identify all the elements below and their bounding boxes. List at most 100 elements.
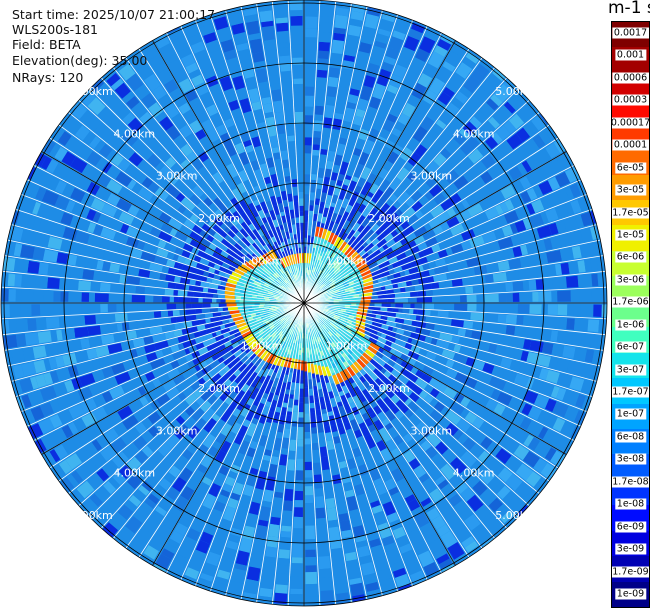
ppi-cell: [152, 279, 162, 288]
ppi-cell: [258, 330, 264, 335]
ppi-cell: [50, 126, 65, 142]
ppi-cell: [149, 194, 159, 205]
ppi-cell: [360, 166, 372, 180]
ppi-cell: [309, 402, 315, 409]
ppi-cell: [251, 136, 261, 148]
ppi-cell: [286, 411, 292, 417]
ppi-cell: [384, 260, 391, 266]
ppi-cell: [154, 187, 165, 197]
ppi-cell: [267, 124, 277, 137]
ppi-cell: [506, 133, 523, 150]
ppi-cell: [305, 518, 315, 526]
ppi-cell: [290, 15, 303, 26]
ppi-cell: [580, 304, 588, 317]
ppi-cell: [407, 401, 420, 413]
ppi-cell: [64, 136, 83, 154]
ppi-cell: [173, 296, 179, 303]
ppi-cell: [125, 330, 137, 340]
ppi-cell: [224, 142, 237, 157]
ppi-cell: [538, 130, 551, 145]
ppi-cell: [391, 244, 398, 251]
ppi-cell: [374, 303, 382, 307]
ppi-cell: [440, 160, 455, 174]
ppi-cell: [35, 317, 47, 330]
colorbar-tick-label: 1.7e-07: [612, 386, 649, 398]
ppi-cell: [409, 314, 417, 321]
ppi-cell: [403, 450, 416, 463]
colorbar-tick-label: 1.7e-06: [612, 296, 649, 308]
ppi-cell: [399, 346, 410, 356]
ppi-cell: [550, 236, 562, 249]
ppi-cell: [332, 406, 339, 414]
ppi-cell: [258, 81, 269, 91]
ppi-cell: [572, 362, 589, 377]
ppi-cell: [92, 394, 106, 408]
ppi-cell: [438, 240, 450, 250]
ppi-cell: [62, 353, 77, 366]
ppi-cell: [299, 397, 304, 403]
azimuth-spoke: [303, 302, 567, 455]
ppi-cell: [375, 340, 386, 349]
ppi-cell: [356, 214, 366, 225]
ppi-cell: [202, 476, 213, 486]
ppi-cell: [74, 326, 89, 338]
ppi-cell: [367, 493, 379, 504]
ppi-cell: [385, 439, 397, 452]
ppi-cell: [438, 288, 453, 296]
azimuth-spoke: [41, 151, 305, 304]
ppi-cell: [331, 547, 344, 562]
ppi-cell: [397, 56, 411, 69]
ppi-cell: [506, 152, 521, 167]
ppi-cell: [531, 199, 545, 213]
ppi-cell: [353, 256, 364, 266]
ppi-cell: [371, 197, 378, 204]
ppi-cell: [404, 225, 415, 236]
ring-label: 3.00km: [411, 170, 453, 183]
ppi-cell: [108, 293, 123, 302]
ppi-cell: [434, 401, 445, 413]
ppi-cell: [494, 464, 505, 476]
ppi-cell: [285, 389, 290, 395]
ppi-cell: [373, 368, 382, 377]
ppi-cell: [238, 48, 251, 62]
ppi-cell: [218, 465, 230, 476]
ppi-cell: [275, 272, 280, 278]
ppi-cell: [508, 258, 522, 270]
ppi-cell: [185, 393, 198, 406]
ppi-cell: [264, 556, 276, 563]
ppi-cell: [244, 579, 259, 595]
ring-label: 5.00km: [71, 85, 113, 98]
ppi-cell: [180, 486, 195, 501]
ppi-cell: [399, 244, 409, 253]
ppi-cell: [437, 211, 451, 224]
ppi-cell: [326, 507, 338, 521]
ray-separator: [68, 302, 305, 495]
ppi-cell: [336, 179, 343, 187]
ppi-cell: [391, 248, 402, 257]
ppi-cell: [158, 231, 173, 243]
ray-separator: [125, 302, 305, 549]
colorbar-tick-label: 1e-07: [614, 408, 647, 420]
ppi-cell: [282, 324, 287, 329]
ppi-cell: [38, 171, 54, 188]
ppi-cell: [13, 243, 23, 257]
ppi-cell: [359, 249, 366, 257]
ppi-cell: [145, 295, 154, 303]
ppi-cell: [428, 467, 443, 482]
ppi-cell: [250, 404, 258, 413]
ppi-cell: [234, 331, 242, 338]
ppi-cell: [396, 252, 407, 261]
ppi-cell: [455, 62, 473, 79]
ppi-cell: [334, 154, 343, 166]
ppi-cell: [276, 214, 281, 220]
ppi-cell: [380, 271, 390, 278]
ppi-cell: [109, 219, 124, 232]
ppi-cell: [288, 328, 293, 334]
ppi-cell: [216, 289, 225, 295]
ppi-cell: [532, 134, 546, 149]
ppi-cell: [440, 131, 452, 143]
ring-label: 1.00km: [241, 339, 283, 352]
ppi-cell: [308, 379, 313, 389]
ppi-cell: [248, 285, 254, 289]
ppi-cell: [465, 286, 474, 294]
